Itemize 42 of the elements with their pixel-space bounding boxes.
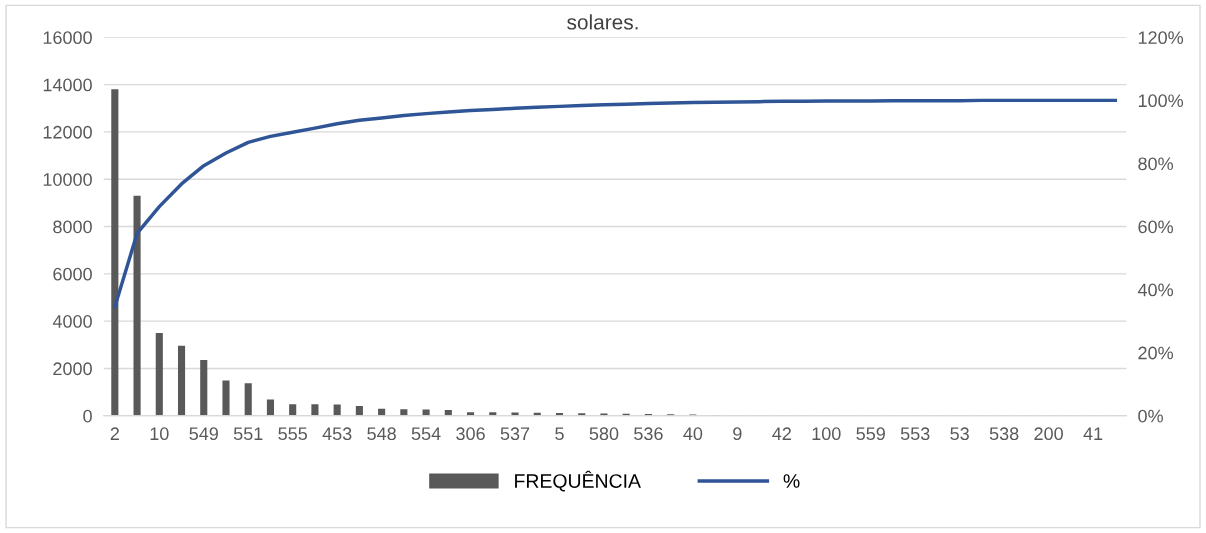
y2-tick-label: 40%	[1137, 283, 1174, 297]
x-tick-label: 554	[411, 427, 441, 441]
x-tick-label: 536	[634, 427, 663, 441]
x-tick-label: 5	[555, 427, 564, 441]
y-tick-label: 10000	[43, 173, 92, 186]
y2-tick-label: 100%	[1138, 94, 1184, 108]
y-tick-label: 4000	[52, 315, 92, 328]
x-tick-label: 549	[189, 427, 218, 441]
x-tick-label: 559	[856, 427, 885, 441]
x-tick-label: 555	[278, 427, 307, 441]
x-tick-label: 41	[1083, 427, 1103, 440]
x-tick-label: 551	[233, 427, 263, 441]
x-tick-label: 53	[950, 427, 969, 441]
y-tick-label: 14000	[43, 78, 92, 92]
x-tick-label: 2	[110, 427, 119, 440]
x-tick-label: 200	[1034, 427, 1063, 441]
y-tick-label: 12000	[43, 125, 92, 139]
x-tick-label: 306	[456, 427, 485, 441]
y2-tick-label: 80%	[1138, 157, 1174, 171]
y2-tick-label: 0%	[1138, 409, 1163, 423]
x-tick-label: 548	[367, 427, 396, 441]
x-tick-label: 9	[733, 427, 742, 441]
x-tick-label: 538	[989, 427, 1019, 441]
y2-tick-label: 120%	[1138, 31, 1184, 45]
legend-label: FREQUÊNCIA	[515, 470, 641, 492]
x-tick-label: 453	[322, 427, 352, 441]
x-tick-label: 42	[772, 427, 791, 440]
y-tick-label: 16000	[43, 31, 92, 45]
x-tick-label: 553	[900, 427, 930, 441]
x-tick-label: 537	[500, 427, 530, 441]
x-tick-label: 40	[683, 427, 703, 441]
x-tick-label: 100	[812, 427, 841, 441]
x-tick-label: 580	[589, 427, 619, 441]
y2-tick-label: 60%	[1138, 220, 1174, 234]
chart-title: solares.	[567, 14, 638, 30]
y-tick-label: 8000	[53, 220, 92, 234]
y-tick-label: 6000	[53, 267, 92, 281]
y-tick-label: 0	[83, 409, 92, 423]
y-tick-label: 2000	[53, 362, 92, 376]
y2-tick-label: 20%	[1138, 346, 1174, 360]
x-tick-label: 10	[150, 427, 169, 441]
legend-label: %	[783, 474, 800, 488]
